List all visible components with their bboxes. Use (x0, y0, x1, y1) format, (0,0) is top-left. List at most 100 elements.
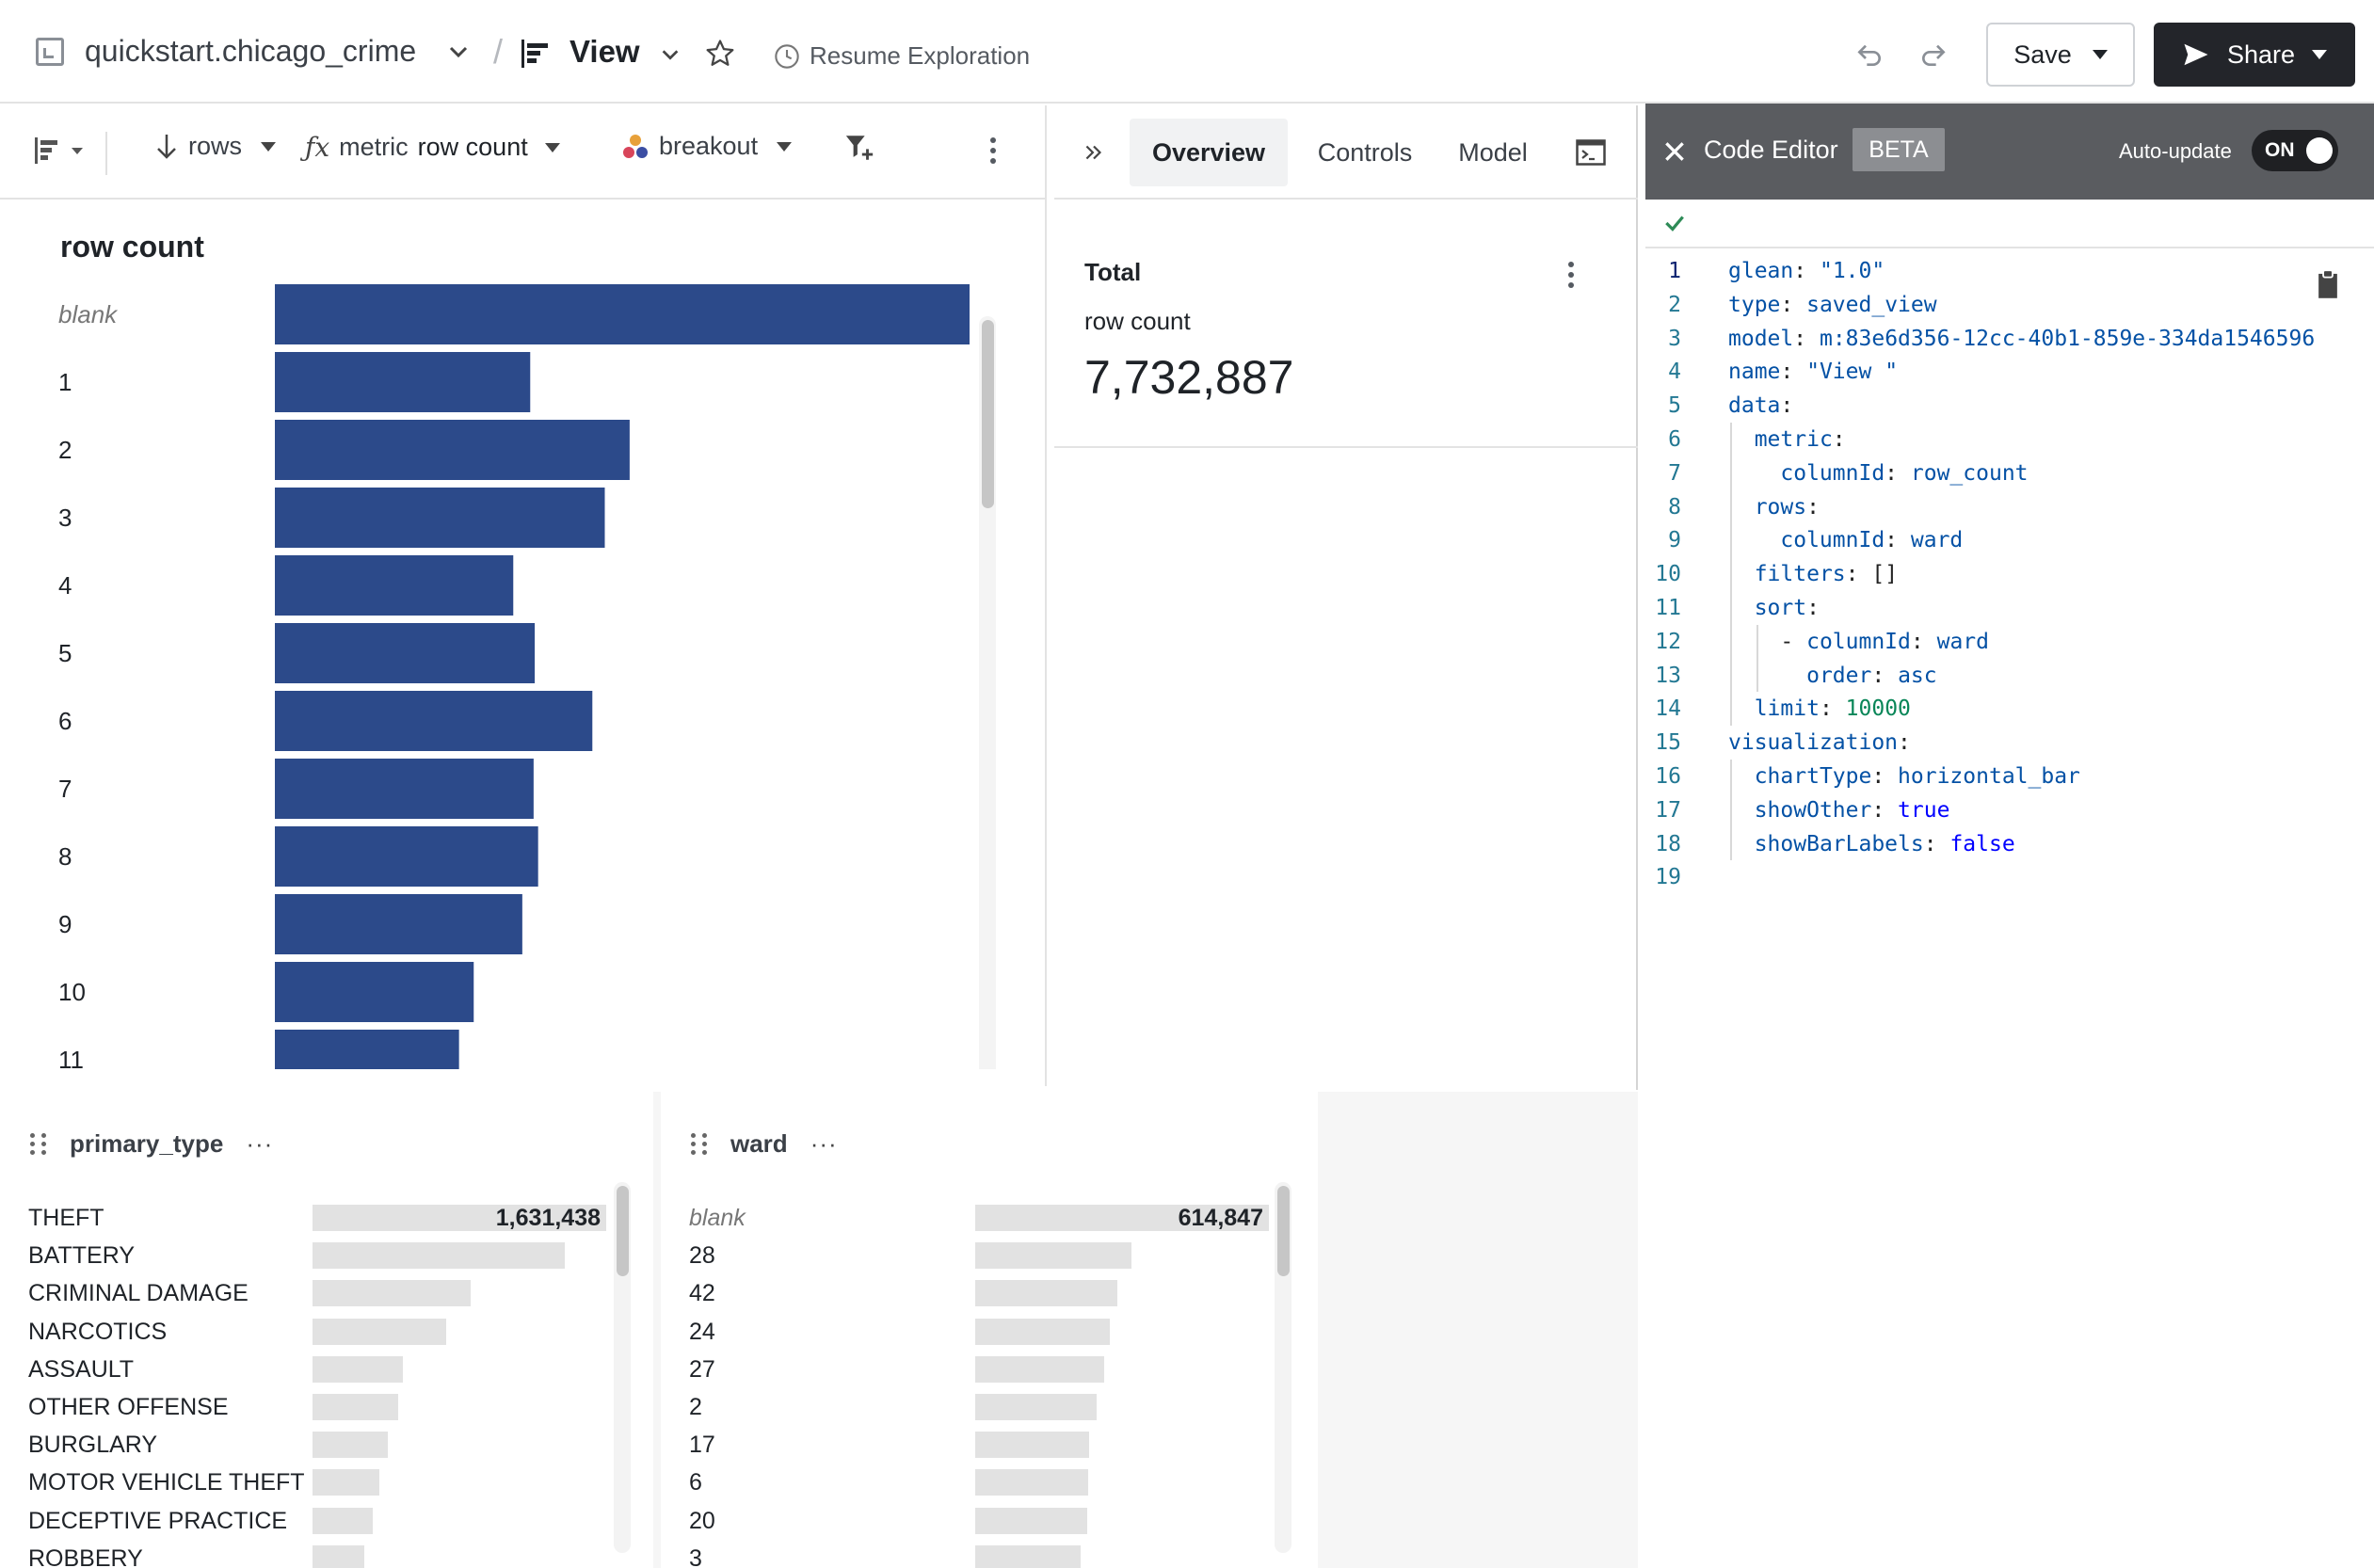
drag-handle-icon[interactable] (691, 1133, 708, 1155)
field-value-bar (975, 1355, 1104, 1383)
bar[interactable] (275, 555, 514, 616)
auto-update-toggle[interactable]: ON (2252, 130, 2338, 171)
code-text: - columnId: ward (1780, 629, 1989, 654)
field-value-row[interactable]: MOTOR VEHICLE THEFT (0, 1464, 602, 1501)
field-more-icon[interactable]: ··· (810, 1129, 838, 1158)
code-line[interactable]: 16 chartType: horizontal_bar (1645, 760, 2374, 793)
code-line[interactable]: 5 data: (1645, 389, 2374, 423)
code-line[interactable]: 9 columnId: ward (1645, 523, 2374, 557)
view-title[interactable]: View (569, 34, 640, 69)
code-line[interactable]: 10 filters: [] (1645, 557, 2374, 591)
dataset-icon (36, 38, 64, 66)
total-more-icon[interactable] (1568, 262, 1574, 288)
line-number: 4 (1668, 360, 1681, 385)
save-button[interactable]: Save (1986, 23, 2135, 87)
code-line[interactable]: 1 glean: "1.0" (1645, 254, 2374, 288)
field-name: ward (730, 1129, 788, 1158)
bar[interactable] (275, 759, 534, 819)
favorite-star-icon[interactable] (704, 38, 736, 70)
code-line[interactable]: 17 showOther: true (1645, 793, 2374, 827)
bar[interactable] (275, 826, 538, 887)
field-value-row[interactable]: THEFT 1,631,438 (0, 1199, 606, 1237)
field-value-bar (313, 1469, 380, 1496)
close-icon[interactable] (1662, 139, 1687, 168)
field-value-row[interactable]: NARCOTICS (0, 1313, 602, 1351)
bar[interactable] (275, 488, 605, 548)
field-value-row[interactable]: CRIMINAL DAMAGE (0, 1274, 602, 1312)
field-more-icon[interactable]: ··· (246, 1129, 274, 1158)
clipboard-icon[interactable] (2316, 269, 2340, 305)
field-value-row[interactable]: DECEPTIVE PRACTICE (0, 1502, 602, 1540)
code-line[interactable]: 7 columnId: row_count (1645, 456, 2374, 490)
chart-type-selector[interactable] (34, 137, 83, 164)
code-editor-panel: Code Editor BETA Auto-update ON 1 glean: … (1645, 104, 2374, 1568)
code-line[interactable]: 2 type: saved_view (1645, 288, 2374, 322)
beta-badge: BETA (1853, 128, 1945, 171)
code-line[interactable]: 6 metric: (1645, 423, 2374, 456)
terminal-icon[interactable] (1570, 119, 1612, 186)
bar[interactable] (275, 352, 531, 412)
tab-model[interactable]: Model (1458, 137, 1528, 167)
field-value-row[interactable]: 20 (661, 1502, 1263, 1540)
bar[interactable] (275, 1030, 459, 1069)
toggle-state: ON (2265, 139, 2295, 161)
viz-more-icon[interactable] (990, 137, 996, 164)
field-value-row[interactable]: 2 (661, 1388, 1263, 1426)
view-chevron-down-icon[interactable] (659, 43, 682, 66)
field-value-row[interactable]: ROBBERY (0, 1540, 602, 1568)
code-text: name: "View " (1728, 360, 1899, 385)
tab-overview[interactable]: Overview (1130, 119, 1288, 186)
field-value-row[interactable]: OTHER OFFENSE (0, 1388, 602, 1426)
code-line[interactable]: 14 limit: 10000 (1645, 692, 2374, 726)
field-value-row[interactable]: 6 (661, 1464, 1263, 1501)
resume-exploration-button[interactable]: Resume Exploration (774, 41, 1030, 71)
send-icon (2184, 43, 2208, 66)
bar[interactable] (275, 691, 593, 751)
field-value-row[interactable]: BATTERY (0, 1237, 602, 1274)
bar-category-label: 8 (58, 842, 72, 871)
breakout-selector[interactable]: breakout (621, 132, 793, 161)
code-line[interactable]: 4 name: "View " (1645, 355, 2374, 389)
dataset-selector[interactable]: quickstart.chicago_crime (85, 34, 416, 69)
code-line[interactable]: 19 (1645, 860, 2374, 894)
rows-selector[interactable]: rows (154, 132, 277, 161)
bar[interactable] (275, 894, 522, 954)
field-value-bar (313, 1205, 606, 1231)
indent-guide (1756, 624, 1758, 693)
field-value-row[interactable]: 3 (661, 1540, 1263, 1568)
code-editor-body[interactable]: 1 glean: "1.0" 2 type: saved_view 3 model: m:… (1645, 250, 2374, 1568)
collapse-panel-icon[interactable] (1075, 119, 1113, 186)
tab-controls[interactable]: Controls (1317, 137, 1413, 167)
metric-selector[interactable]: ƒx metric row count (305, 132, 560, 163)
undo-icon[interactable] (1854, 40, 1885, 70)
code-line[interactable]: 15 visualization: (1645, 726, 2374, 760)
field-value-row[interactable]: 28 (661, 1237, 1263, 1274)
code-line[interactable]: 12 - columnId: ward (1645, 625, 2374, 659)
drag-handle-icon[interactable] (30, 1133, 47, 1155)
code-line[interactable]: 11 sort: (1645, 591, 2374, 625)
code-line[interactable]: 8 rows: (1645, 490, 2374, 524)
bar[interactable] (275, 284, 970, 344)
field-value-row[interactable]: ASSAULT (0, 1351, 602, 1388)
add-filter-icon[interactable] (843, 132, 875, 164)
dataset-chevron-down-icon[interactable] (446, 40, 471, 64)
field-value-row[interactable]: blank 614,847 (661, 1199, 1269, 1237)
bar[interactable] (275, 623, 536, 683)
field-value-row[interactable]: 17 (661, 1426, 1263, 1464)
chart-scrollbar-thumb[interactable] (982, 320, 994, 508)
field-value-row[interactable]: 42 (661, 1274, 1263, 1312)
field-scrollbar-thumb[interactable] (617, 1186, 629, 1276)
bar[interactable] (275, 962, 474, 1022)
field-value-row[interactable]: 27 (661, 1351, 1263, 1388)
code-line[interactable]: 18 showBarLabels: false (1645, 827, 2374, 861)
field-scrollbar-thumb[interactable] (1277, 1186, 1290, 1276)
code-line[interactable]: 13 order: asc (1645, 659, 2374, 693)
bar[interactable] (275, 420, 630, 480)
redo-icon[interactable] (1918, 40, 1949, 70)
field-value-row[interactable]: 24 (661, 1313, 1263, 1351)
code-line[interactable]: 3 model: m:83e6d356-12cc-40b1-859e-334da1… (1645, 322, 2374, 356)
code-text: type: saved_view (1728, 292, 1937, 317)
field-value-row[interactable]: BURGLARY (0, 1426, 602, 1464)
share-button[interactable]: Share (2154, 23, 2355, 87)
line-number: 1 (1668, 259, 1681, 283)
